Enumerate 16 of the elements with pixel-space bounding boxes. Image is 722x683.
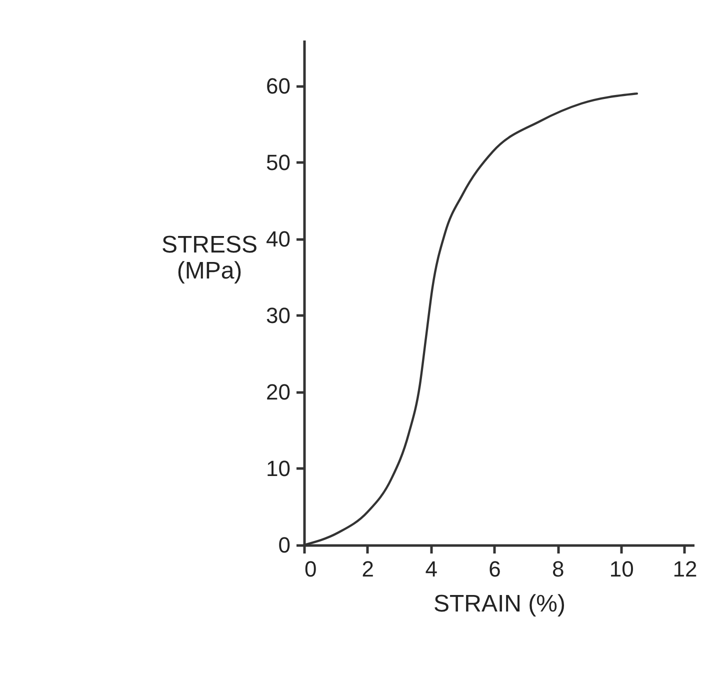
y-tick-label: 60 xyxy=(266,73,290,98)
y-tick-label: 10 xyxy=(266,456,290,481)
x-tick-label: 6 xyxy=(488,556,501,582)
y-axis-title: STRESS (MPa) xyxy=(161,232,258,284)
y-tick-label: 50 xyxy=(266,150,290,175)
y-tick-label: 0 xyxy=(278,532,290,558)
x-tick-label: 2 xyxy=(362,556,374,582)
x-tick-label: 8 xyxy=(552,556,564,582)
x-axis-title: STRAIN (%) xyxy=(434,590,566,618)
y-tick-label: 30 xyxy=(266,302,290,328)
x-tick-label: 4 xyxy=(425,556,438,582)
y-tick-label: 20 xyxy=(266,379,290,404)
x-tick-label: 0 xyxy=(304,556,317,582)
x-tick-label: 10 xyxy=(609,556,634,582)
y-tick-label: 40 xyxy=(266,226,290,252)
x-tick-label: 12 xyxy=(672,556,698,582)
